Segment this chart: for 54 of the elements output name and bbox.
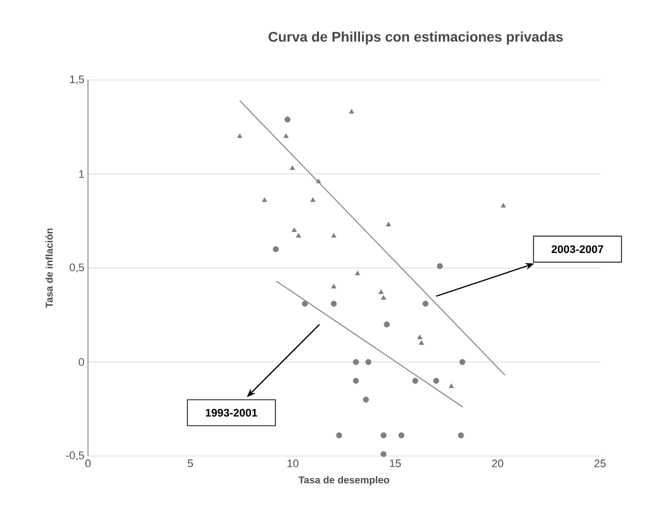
chart-title: Curva de Phillips con estimaciones privadas bbox=[268, 31, 563, 44]
annotation: 2003-2007 bbox=[552, 245, 604, 254]
x-axis-title: Tasa de desempleo bbox=[298, 476, 390, 486]
point bbox=[292, 227, 297, 232]
point bbox=[330, 300, 337, 307]
point bbox=[331, 233, 336, 238]
point bbox=[352, 359, 359, 365]
point bbox=[412, 378, 418, 384]
point bbox=[459, 359, 466, 365]
point bbox=[354, 270, 360, 276]
y-tick-label: 1 bbox=[79, 170, 84, 178]
point bbox=[422, 300, 429, 307]
y-tick-label: 1,5 bbox=[70, 76, 84, 84]
point bbox=[316, 178, 322, 184]
y-axis-title: Tasa de inflación bbox=[45, 228, 53, 308]
point bbox=[237, 133, 242, 138]
annotation: 1993-2001 bbox=[206, 408, 258, 417]
y-tick-label: -0,5 bbox=[66, 451, 84, 461]
point bbox=[398, 432, 404, 438]
point bbox=[336, 432, 342, 438]
point bbox=[380, 432, 387, 438]
point bbox=[310, 197, 316, 202]
point bbox=[433, 378, 440, 384]
point bbox=[448, 383, 454, 388]
point bbox=[348, 108, 354, 114]
x-tick-label: 10 bbox=[288, 460, 298, 468]
point bbox=[290, 165, 296, 170]
point bbox=[262, 197, 268, 202]
point bbox=[283, 133, 289, 138]
y-tick-label: 0,5 bbox=[70, 263, 84, 273]
point bbox=[378, 289, 384, 294]
point bbox=[500, 202, 506, 208]
x-tick-label: 20 bbox=[492, 460, 504, 468]
x-tick-label: 25 bbox=[594, 460, 606, 468]
x-tick-label: 5 bbox=[188, 460, 193, 468]
point bbox=[384, 321, 390, 328]
point bbox=[352, 378, 359, 384]
point bbox=[296, 233, 302, 238]
y-tick-label: 0 bbox=[78, 358, 84, 366]
point bbox=[417, 334, 422, 340]
point bbox=[331, 284, 336, 288]
point bbox=[386, 222, 392, 226]
point bbox=[380, 451, 387, 458]
point bbox=[418, 340, 424, 345]
point bbox=[284, 116, 290, 122]
point bbox=[302, 300, 308, 307]
point bbox=[362, 396, 369, 403]
point bbox=[458, 432, 464, 438]
point bbox=[365, 359, 372, 365]
point bbox=[436, 263, 443, 270]
point bbox=[380, 295, 386, 300]
point bbox=[272, 246, 279, 252]
x-tick-label: 15 bbox=[390, 460, 401, 468]
x-tick-label: 0 bbox=[85, 460, 91, 468]
